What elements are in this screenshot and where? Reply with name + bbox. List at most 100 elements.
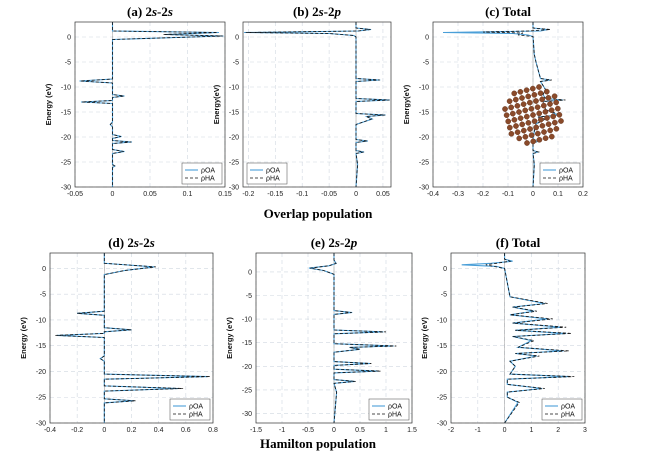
panel-b-title-part: 2 — [312, 4, 319, 19]
panel-e: 0 -5 -10 -15 -20 -25 -30 -1.5 -1 -0.5 0 0.5 1 1.5 Ener… — [225, 235, 417, 434]
cluster-atom — [536, 136, 543, 143]
panel-a-y-tick-label: -10 — [61, 85, 71, 92]
cluster-atom — [531, 92, 538, 98]
panel-f-x-tick-label: -2 — [448, 427, 454, 434]
cluster-atom — [551, 93, 558, 99]
panel-f-legend-label-oa: ρOA — [561, 404, 575, 411]
panel-e-y-tick-label: -20 — [242, 364, 252, 371]
panel-b-title-part: p — [334, 4, 342, 19]
panel-e-x-tick-label: 1 — [384, 427, 388, 434]
panel-f-y-tick-label: -25 — [437, 395, 447, 402]
cluster-atom — [524, 113, 530, 120]
cluster-atom — [503, 112, 510, 118]
panel-d-y-axis-label: Energy (eV) — [19, 317, 28, 359]
panel-e-title-part: p — [350, 235, 358, 250]
cluster-atom — [542, 109, 549, 115]
panel-d-x-tick-label: 0.4 — [154, 427, 164, 434]
panel-d-y-tick-label: -10 — [36, 317, 46, 324]
panel-f-legend-box — [541, 398, 583, 421]
panel-e-x-tick-label: -1.5 — [250, 427, 262, 434]
panel-d: 0 -5 -10 -15 -20 -25 -30-0.4 -0.2 0 0.2 0.4 0.6 0.8 E… — [19, 235, 218, 434]
panel-c-legend-label-ha: ρHA — [559, 176, 573, 183]
panel-b-x-tick-label: -0.15 — [267, 191, 283, 198]
cluster-atom — [506, 124, 513, 131]
panel-b-legend-label-oa: ρOA — [266, 168, 280, 175]
panel-a-legend-box — [181, 162, 223, 185]
panel-a-plot-area — [75, 22, 225, 187]
panel-f-x-tick-label: 2 — [556, 427, 560, 434]
panel-a: 0 -5 -10 -15 -20 -25 -30-0.05 0 0.05 0.1 0.15 Energ… — [44, 4, 232, 198]
panel-a-y-tick-label: -25 — [61, 160, 71, 167]
panel-c-frame — [432, 21, 584, 188]
cluster-atom — [511, 90, 518, 97]
cluster-atom — [539, 123, 546, 129]
cluster-atom — [533, 98, 539, 104]
panel-b-y-axis-label: Energy(eV) — [212, 84, 221, 124]
panel-f-y-tick-label: -10 — [437, 317, 447, 324]
cluster-atom — [525, 93, 532, 100]
cluster-atom — [509, 110, 516, 117]
panel-c-y-axis-label: Energy(eV) — [402, 84, 411, 124]
cluster-atom — [513, 96, 519, 103]
panel-e-y-tick-label: -25 — [242, 387, 252, 394]
cluster-atom — [505, 118, 512, 125]
cluster-atom — [558, 118, 564, 124]
panel-b-y-tick-label: -5 — [233, 60, 239, 67]
panel-e-frame — [255, 252, 413, 424]
cluster-atom — [530, 112, 536, 118]
cluster-atom — [544, 88, 550, 95]
cluster-atom — [547, 101, 553, 107]
panel-c-y-tick-label: -5 — [423, 60, 429, 67]
cluster-atom — [535, 130, 541, 137]
panel-c-title: (c) Total — [485, 4, 531, 19]
cluster-atom — [553, 126, 560, 132]
cluster-atom — [536, 84, 542, 90]
panel-a-y-axis-label: Energy (eV) — [44, 83, 53, 125]
panel-d-title: (d) 2s-2s — [108, 235, 155, 250]
panel-a-legend-label-ha: ρHA — [201, 176, 215, 183]
panel-b-x-tick-label: 0 — [354, 191, 358, 198]
panel-e-title-part: 2 — [328, 235, 335, 250]
panel-e-x-tick-label: 0.5 — [355, 427, 365, 434]
panel-b-plot-area — [243, 22, 391, 187]
cluster-atom — [545, 121, 552, 127]
panel-e-title-part: -2 — [340, 235, 351, 250]
panel-b-y-tick-label: -15 — [229, 110, 239, 117]
panel-b-title-part: -2 — [324, 4, 335, 19]
cluster-atom — [523, 87, 530, 93]
panel-d-y-tick-label: -5 — [40, 292, 46, 299]
panel-c-x-tick-label: 0.1 — [553, 191, 563, 198]
panel-b-y-tick-label: 0 — [235, 35, 239, 42]
panel-e-y-tick-label: -5 — [246, 293, 252, 300]
panel-a-title: (a) 2s-2s — [127, 4, 173, 19]
panel-a-x-tick-label: 0.05 — [143, 191, 157, 198]
cluster-atom — [516, 135, 523, 142]
panel-d-title-part: s — [149, 235, 155, 250]
panel-b-title-part: s — [318, 4, 324, 19]
panel-d-y-tick-label: 0 — [42, 266, 46, 273]
panel-c-title-part: Total — [503, 4, 532, 19]
cluster-atom — [517, 115, 524, 121]
panel-b: 0 -5 -10 -15 -20 -25 -30-0.2 -0.15 -0.1 -0.05 0 0.0… — [212, 4, 392, 198]
panel-d-title-part: s — [133, 235, 139, 250]
panel-e-y-axis-label: Energy (eV) — [225, 317, 234, 359]
panel-b-x-tick-label: -0.2 — [242, 191, 254, 198]
panel-c-y-tick-label: -20 — [419, 135, 429, 142]
cluster-atom — [530, 138, 537, 145]
panel-a-x-tick-label: 0.15 — [218, 191, 232, 198]
panel-e-title-part: s — [334, 235, 340, 250]
panel-d-legend-label-oa: ρOA — [189, 404, 203, 411]
panel-d-y-tick-label: -25 — [36, 395, 46, 402]
cluster-atom — [534, 104, 541, 110]
cluster-atom — [553, 99, 560, 106]
panel-e-title: (e) 2s-2p — [311, 235, 358, 250]
cluster-atom — [548, 107, 555, 113]
panel-a-y-tick-label: -20 — [61, 135, 71, 142]
cluster-atom — [525, 120, 532, 126]
panel-a-series-rho-ha — [80, 22, 223, 187]
panel-d-y-tick-label: -30 — [36, 421, 46, 428]
panel-a-title-part: s — [167, 4, 173, 19]
panel-f-title-part: (f) — [496, 235, 512, 250]
panel-f-title: (f) Total — [496, 235, 541, 250]
